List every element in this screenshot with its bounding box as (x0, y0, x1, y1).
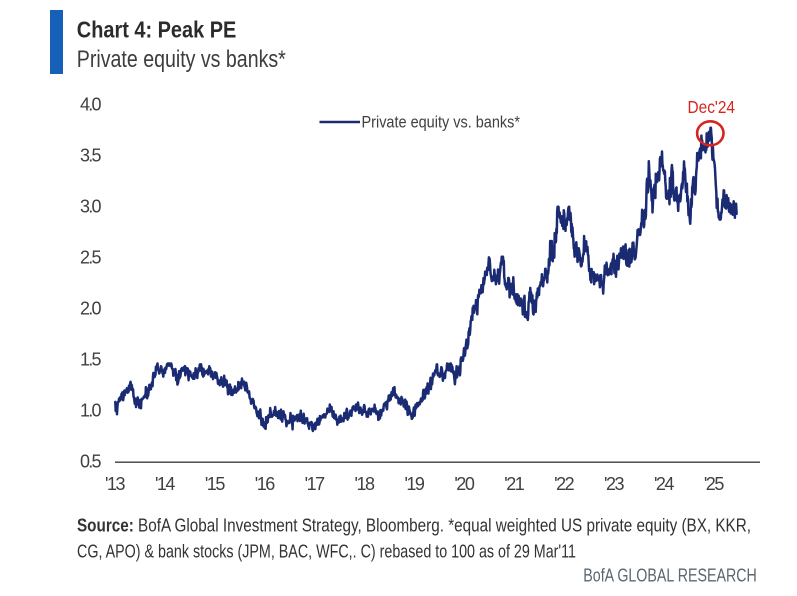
svg-text:Private equity vs banks*: Private equity vs banks* (77, 46, 286, 73)
svg-text:3.5: 3.5 (80, 145, 102, 165)
svg-text:'20: '20 (454, 474, 475, 494)
svg-text:'13: '13 (105, 474, 126, 494)
svg-text:'21: '21 (504, 474, 525, 494)
svg-text:Source: BofA Global Investment: Source: BofA Global Investment Strategy,… (77, 516, 751, 536)
svg-text:'18: '18 (355, 474, 376, 494)
svg-text:'19: '19 (404, 474, 425, 494)
svg-text:Private equity vs. banks*: Private equity vs. banks* (362, 113, 521, 131)
svg-text:BofA GLOBAL RESEARCH: BofA GLOBAL RESEARCH (583, 566, 757, 586)
svg-text:'15: '15 (205, 474, 226, 494)
svg-text:CG, APO) & bank stocks (JPM, B: CG, APO) & bank stocks (JPM, BAC, WFC,. … (77, 542, 576, 562)
svg-text:2.0: 2.0 (80, 298, 102, 318)
svg-text:2.5: 2.5 (80, 247, 102, 267)
svg-text:'25: '25 (704, 474, 725, 494)
svg-text:'22: '22 (554, 474, 575, 494)
svg-text:'14: '14 (155, 474, 176, 494)
svg-text:3.0: 3.0 (80, 196, 102, 216)
svg-text:'17: '17 (305, 474, 326, 494)
svg-text:1.5: 1.5 (80, 350, 102, 370)
svg-text:'16: '16 (255, 474, 276, 494)
svg-text:'24: '24 (654, 474, 675, 494)
svg-text:Chart 4: Peak PE: Chart 4: Peak PE (77, 17, 237, 43)
svg-text:'23: '23 (604, 474, 625, 494)
svg-text:1.0: 1.0 (80, 401, 102, 421)
svg-text:0.5: 0.5 (80, 452, 102, 472)
svg-text:Dec'24: Dec'24 (688, 97, 736, 117)
svg-text:4.0: 4.0 (80, 94, 102, 114)
